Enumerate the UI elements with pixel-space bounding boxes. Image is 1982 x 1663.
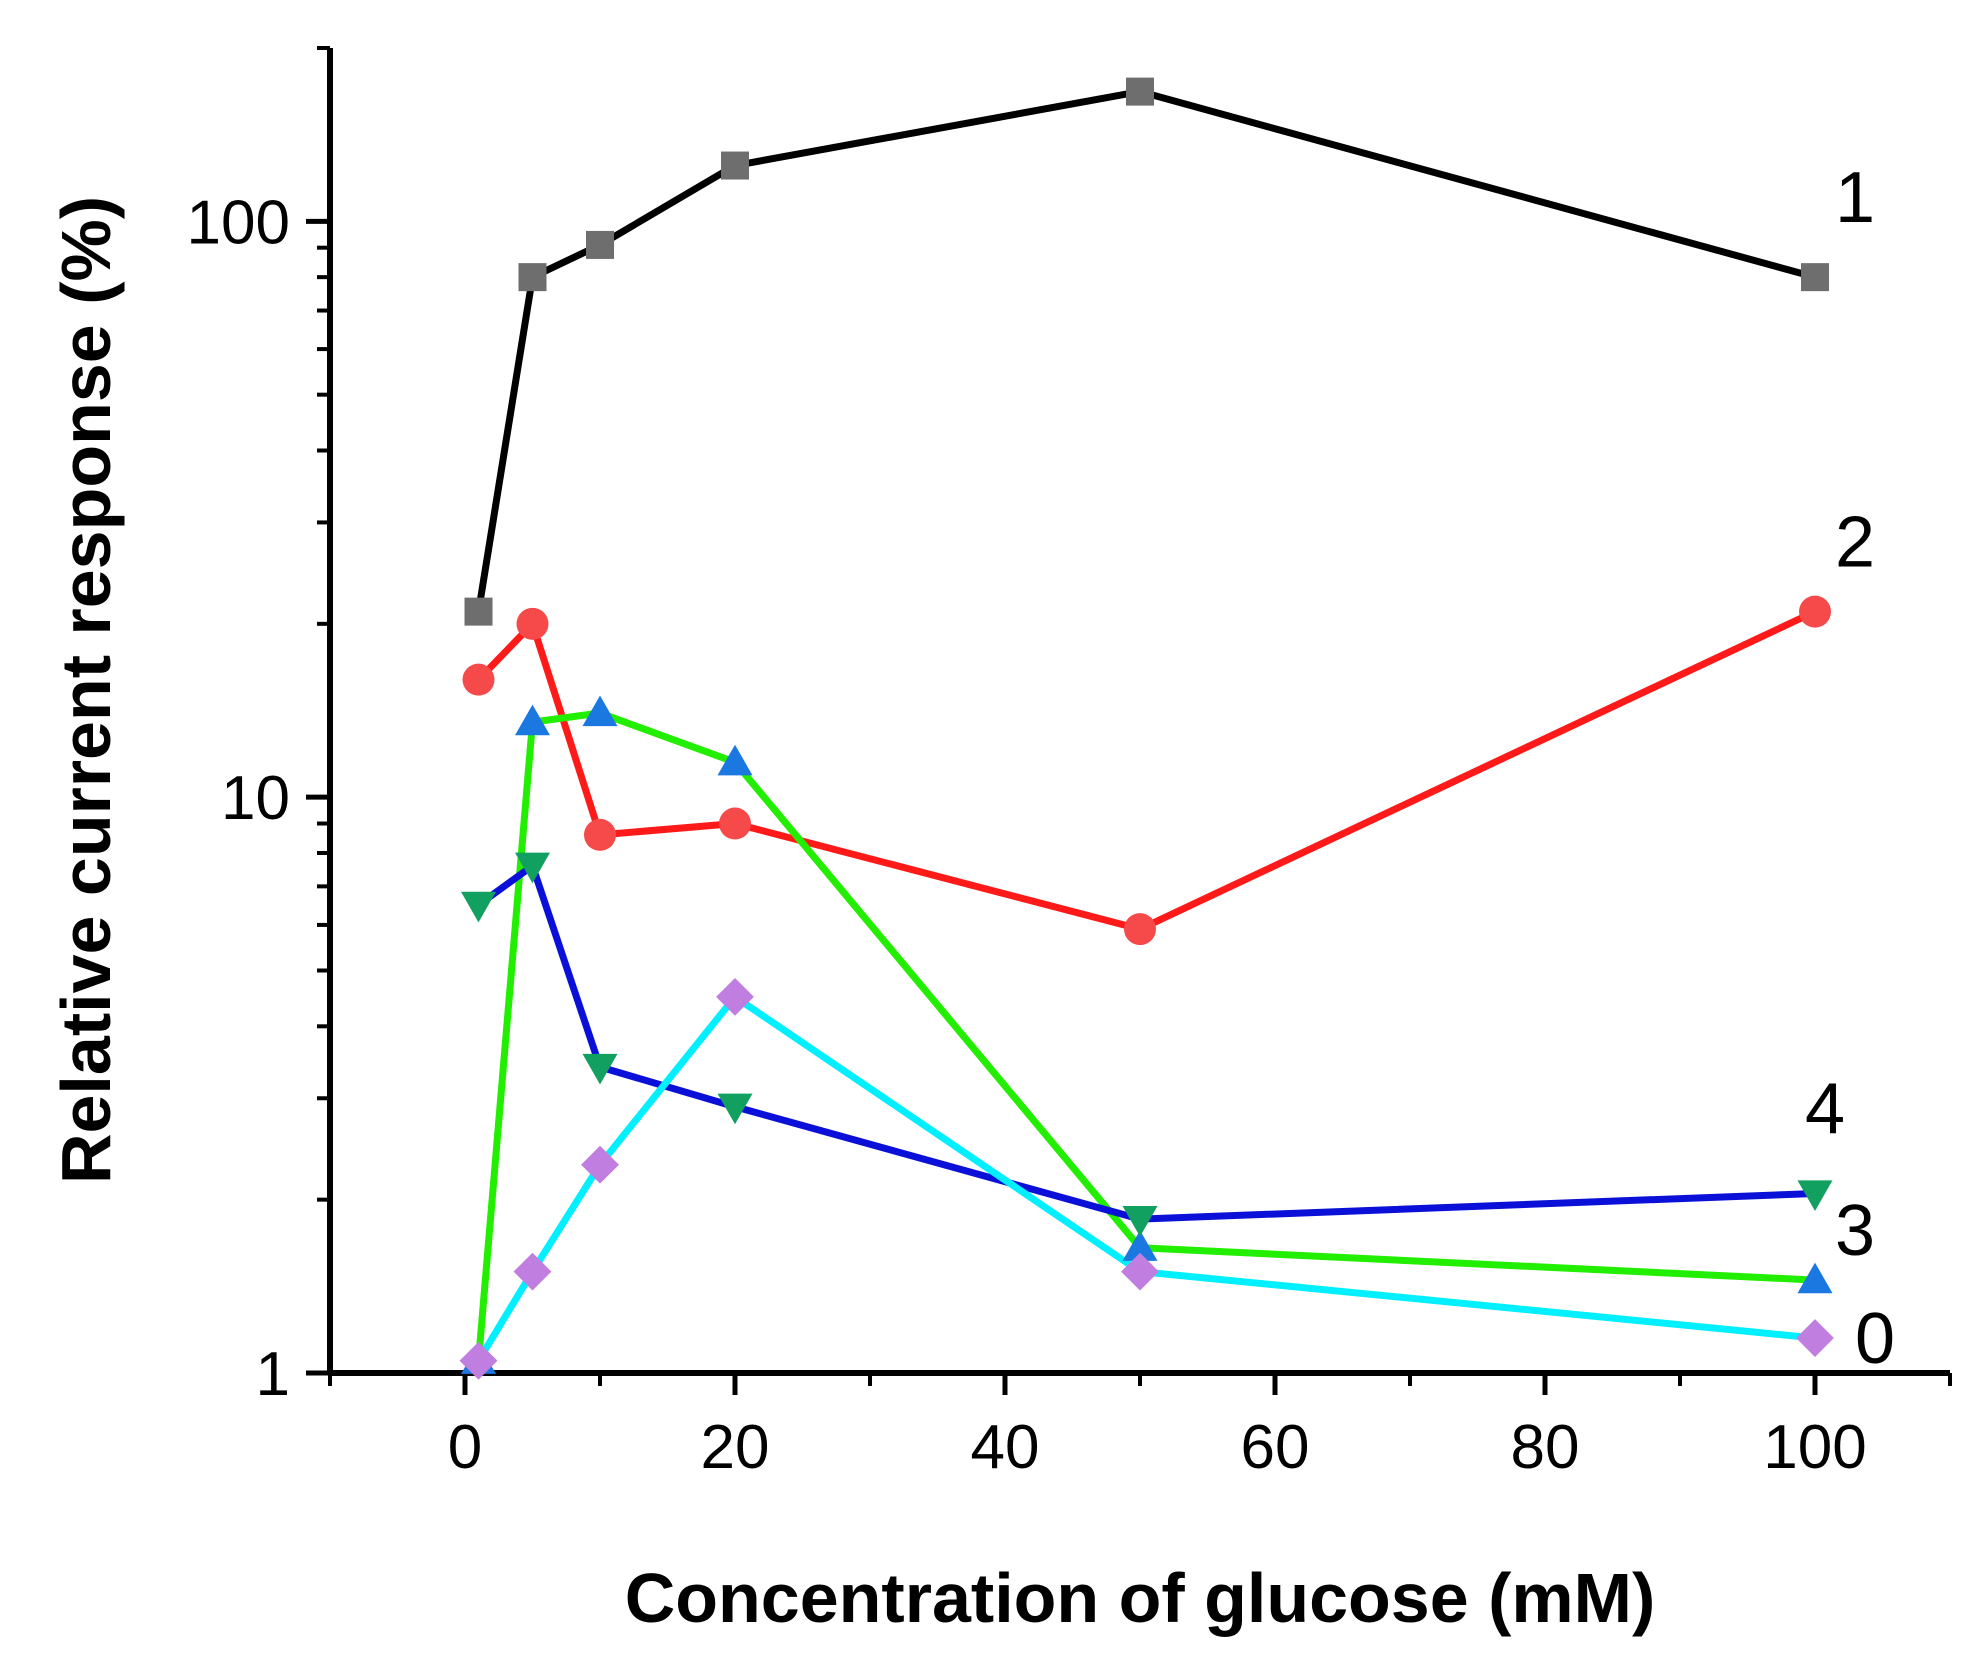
series-2-point	[584, 818, 616, 851]
series-0-label: 0	[1855, 1299, 1895, 1379]
series-2-point	[462, 663, 495, 696]
series-2-point	[1799, 595, 1831, 628]
series-1-point	[721, 151, 749, 180]
y-tick-label: 10	[221, 764, 290, 833]
x-tick-label: 20	[701, 1413, 770, 1482]
series-lines	[475, 88, 1817, 1363]
x-tick-label: 60	[1241, 1413, 1310, 1482]
series-4-point	[1122, 1206, 1158, 1237]
series-1-point	[586, 230, 614, 259]
series-3-label: 3	[1835, 1191, 1875, 1271]
x-tick-label: 100	[1763, 1413, 1866, 1482]
x-tick-label: 80	[1511, 1413, 1580, 1482]
series-3-point	[515, 704, 550, 736]
series-labels: 1 2 3 4 0	[1805, 158, 1895, 1379]
series-1-point	[518, 263, 547, 292]
series-0-line	[475, 993, 1816, 1363]
series-markers	[459, 77, 1834, 1380]
y-axis-title: Relative current response (%)	[47, 196, 125, 1184]
series-1-point	[1126, 77, 1154, 106]
series-0-point	[716, 977, 754, 1016]
x-axis-title: Concentration of glucose (mM)	[625, 1559, 1656, 1637]
series-1-point	[1801, 263, 1829, 292]
series-4-point	[717, 1093, 753, 1125]
series-2-point	[719, 807, 751, 840]
series-4-line	[476, 862, 1816, 1223]
series-0-point	[1796, 1319, 1834, 1357]
series-1-point	[464, 597, 493, 626]
series-3-line	[475, 709, 1816, 1362]
series-2-line	[475, 608, 1817, 933]
series-4-point	[1797, 1180, 1833, 1211]
series-4-point	[582, 1053, 618, 1085]
series-1-label: 1	[1835, 158, 1875, 238]
series-2-point	[516, 607, 549, 640]
series-3-point	[717, 744, 753, 776]
series-4-point	[515, 852, 550, 884]
x-tick-label: 40	[971, 1413, 1040, 1482]
series-3-point	[582, 695, 618, 727]
series-1-line	[475, 88, 1816, 613]
series-2-label: 2	[1835, 503, 1875, 583]
series-0-point	[459, 1341, 498, 1380]
series-0-point	[513, 1252, 552, 1291]
series-4-label: 4	[1805, 1069, 1845, 1149]
x-tick-label: 0	[448, 1413, 482, 1482]
y-tick-label: 100	[187, 188, 290, 257]
series-3-point	[1797, 1262, 1833, 1294]
series-3-point	[1122, 1230, 1158, 1261]
series-0-point	[1121, 1252, 1159, 1291]
series-0-point	[581, 1145, 619, 1184]
series-2-point	[1124, 913, 1156, 946]
series-4-point	[461, 891, 496, 923]
y-tick-label: 1	[256, 1340, 290, 1409]
